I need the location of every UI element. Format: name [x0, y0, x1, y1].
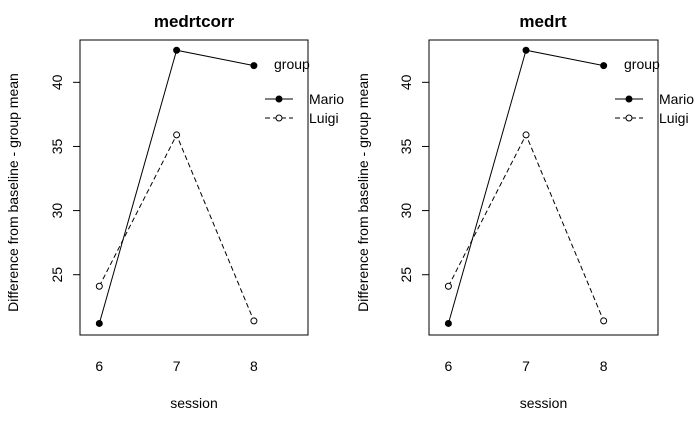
series-line-luigi — [447, 133, 605, 322]
legend-marker — [625, 114, 633, 122]
legend-marker — [275, 114, 283, 122]
x-tick-label: 6 — [445, 358, 453, 374]
data-point-mario — [522, 46, 530, 54]
y-tick-label: 30 — [49, 203, 65, 219]
y-tick-label: 35 — [398, 138, 414, 154]
y-axis-label: Difference from baseline - group mean — [5, 73, 21, 312]
x-tick-label: 8 — [600, 358, 608, 374]
series-line-mario — [447, 49, 604, 324]
data-point-mario — [250, 62, 258, 70]
y-tick-label: 40 — [49, 74, 65, 90]
data-point-luigi — [95, 282, 103, 290]
legend-title: group — [274, 56, 310, 72]
y-axis-label: Difference from baseline - group mean — [355, 73, 371, 312]
plot-panel-medrt: medrt 25 30 35 40 6 7 8 session Difference from b… — [355, 12, 694, 411]
legend-entry-mario: Mario — [309, 91, 344, 107]
legend-title: group — [624, 56, 660, 72]
y-tick-label: 25 — [49, 267, 65, 283]
data-point-mario — [173, 46, 181, 54]
x-axis-label: session — [170, 395, 217, 411]
plot-frame — [79, 39, 309, 336]
legend-entry-luigi: Luigi — [659, 110, 689, 126]
x-tick-label: 7 — [173, 358, 181, 374]
plot-panel-medrtcorr: medrtcorr 25 30 35 40 6 7 8 session Difference fr… — [5, 12, 344, 411]
chart-title: medrt — [519, 12, 567, 31]
data-point-luigi — [522, 131, 530, 139]
data-point-luigi — [444, 282, 452, 290]
data-point-luigi — [173, 131, 181, 139]
x-tick-label: 7 — [522, 358, 530, 374]
x-axis-label: session — [520, 395, 567, 411]
data-point-mario — [444, 319, 452, 327]
data-point-luigi — [250, 317, 258, 325]
data-point-mario — [600, 62, 608, 70]
data-point-mario — [95, 319, 103, 327]
x-tick-label: 8 — [250, 358, 258, 374]
y-tick-label: 30 — [398, 203, 414, 219]
chart-title: medrtcorr — [154, 12, 235, 31]
series-line-mario — [98, 49, 254, 324]
plot-frame — [428, 39, 659, 336]
y-tick-label: 40 — [398, 74, 414, 90]
y-tick-label: 35 — [49, 138, 65, 154]
legend-entry-mario: Mario — [659, 91, 694, 107]
legend-entry-luigi: Luigi — [309, 110, 339, 126]
data-point-luigi — [600, 317, 608, 325]
series-line-luigi — [98, 133, 255, 322]
y-tick-label: 25 — [398, 267, 414, 283]
x-tick-label: 6 — [95, 358, 103, 374]
legend-marker — [275, 95, 283, 103]
legend-marker — [625, 95, 633, 103]
